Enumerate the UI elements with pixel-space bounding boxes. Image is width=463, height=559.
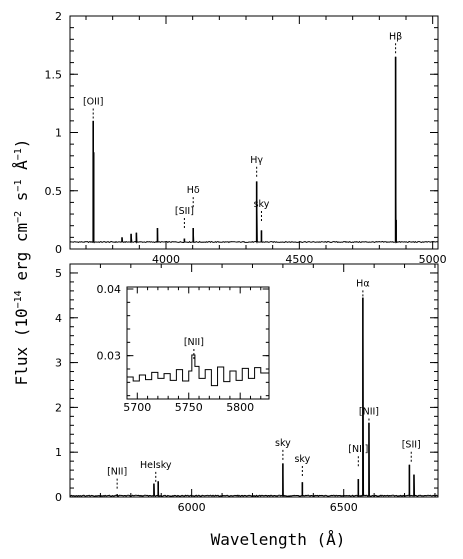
spectrum-line [69,297,439,498]
line-annotation: [NII] [107,467,127,478]
y-axis-title-exponent: −1 [13,148,24,160]
y-axis-title-part: erg cm [12,223,31,290]
y-tick-label: 0.5 [45,185,63,198]
line-annotation: [NII] [359,407,379,418]
line-annotation: Hδ [187,185,200,196]
y-tick-label: 1 [55,127,62,140]
top-panel-frame [69,15,439,250]
x-tick-label: 4500 [285,253,313,266]
y-tick-label: 5 [55,267,62,280]
y-axis-title: Flux (10−14 erg cm−2 s−1 Å−1) [12,139,31,386]
top-panel: 4000 4500 5000 0 0.5 1 1.5 2 [OII] [SII] Hδ Hγ sky Hβ [45,10,447,266]
line-annotation: [NII] [184,337,204,348]
line-annotation: Hγ [250,155,263,166]
x-tick-label: 6500 [330,501,358,514]
y-tick-label: 4 [55,312,62,325]
spectrum-line [69,56,439,244]
line-annotation: [SII] [175,206,194,217]
y-axis-title-part: ) [12,139,31,149]
y-axis-title-exponent: −1 [13,180,24,192]
y-tick-label: 1 [55,446,62,459]
y-tick-label: 0.04 [97,283,122,296]
y-axis-title-part: s [12,192,31,211]
y-tick-label: 0 [55,243,62,256]
x-axis-title: Wavelength (Å) [211,530,346,549]
x-tick-label: 5700 [123,401,151,414]
line-annotation: Hα [356,278,369,289]
line-annotation: [NII] [348,444,368,455]
y-axis-title-part: Å [12,160,31,180]
x-tick-label: 5750 [175,401,203,414]
line-annotation: Hβ [389,31,402,42]
y-axis-title-exponent: −2 [13,211,24,223]
y-axis-title-exponent: −14 [13,290,24,308]
y-tick-label: 3 [55,357,62,370]
y-tick-label: 0 [55,491,62,504]
inset-panel: 5700 5750 5800 0.03 0.04 [NII] [97,283,270,414]
inset-panel-frame [126,286,270,400]
x-tick-label: 4000 [152,253,180,266]
y-tick-label: 2 [55,10,62,23]
line-annotation: sky [275,438,291,449]
y-tick-label: 2 [55,401,62,414]
x-tick-label: 5800 [226,401,254,414]
y-tick-label: 0.03 [97,350,122,363]
y-axis-title-part: Flux (10 [12,308,31,385]
spectrum-line [127,354,270,387]
line-annotation: sky [254,199,270,210]
line-annotation: [OII] [83,97,104,108]
line-annotation: sky [294,454,310,465]
x-tick-label: 5000 [419,253,447,266]
y-tick-label: 1.5 [45,68,63,81]
x-tick-label: 6000 [178,501,206,514]
line-annotation: HeIsky [140,460,172,471]
line-annotation: [SII] [402,440,421,451]
